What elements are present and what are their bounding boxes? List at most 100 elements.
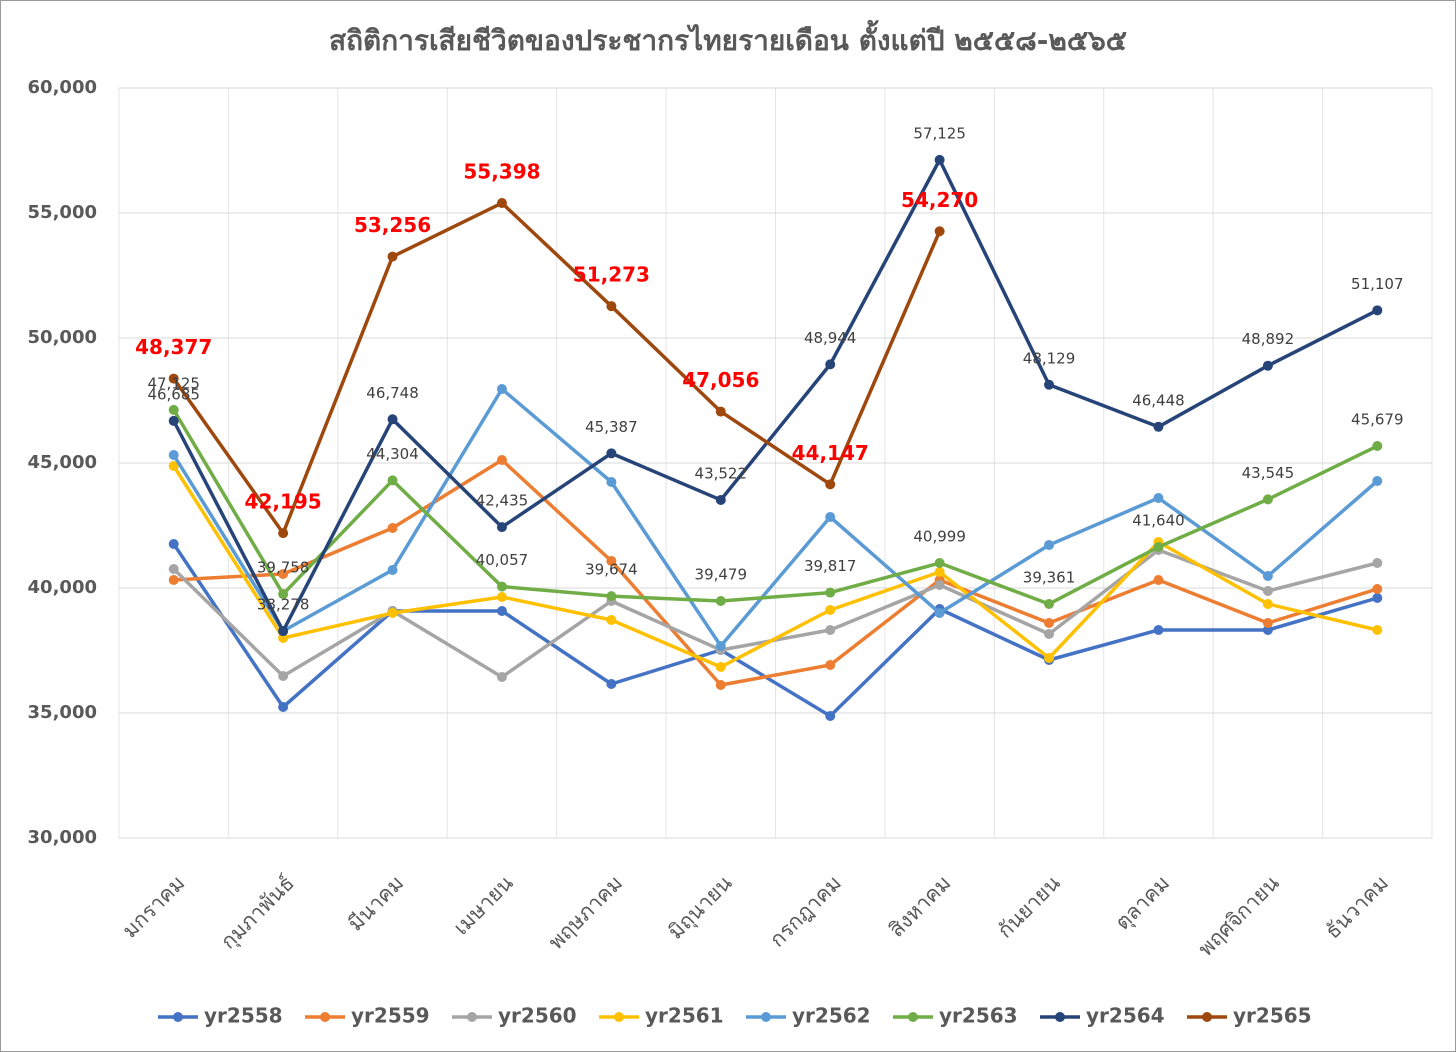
data-point <box>1262 618 1273 628</box>
legend-label: yr2560 <box>498 1004 577 1028</box>
data-point <box>496 522 507 533</box>
data-point <box>387 523 398 533</box>
legend-label: yr2562 <box>792 1004 871 1028</box>
data-point <box>168 575 179 585</box>
data-point <box>278 626 289 637</box>
data-point <box>496 592 507 602</box>
data-label: 39,674 <box>585 561 638 579</box>
series-line <box>172 543 1378 718</box>
data-point <box>496 606 507 616</box>
data-point <box>1262 571 1273 581</box>
data-point <box>715 406 726 417</box>
data-point <box>715 641 726 651</box>
data-point <box>168 415 179 426</box>
data-point <box>715 494 726 505</box>
data-point <box>1372 593 1383 603</box>
legend-dot <box>908 1012 918 1022</box>
data-point <box>1262 625 1273 635</box>
data-point <box>934 226 945 237</box>
data-label: 38,278 <box>257 596 310 614</box>
data-label: 46,685 <box>147 385 200 403</box>
data-point <box>1262 360 1273 371</box>
data-point <box>168 539 179 549</box>
data-point <box>1372 476 1383 486</box>
data-label: 44,304 <box>366 445 419 463</box>
data-point <box>825 479 836 490</box>
data-label: 44,147 <box>792 441 869 465</box>
data-label: 45,679 <box>1351 411 1404 429</box>
data-point <box>1262 586 1273 596</box>
data-label: 43,522 <box>695 464 748 482</box>
data-point <box>1153 421 1164 432</box>
data-point <box>934 608 945 618</box>
data-label: 40,999 <box>913 528 966 546</box>
legend-dot <box>1055 1012 1065 1022</box>
legend-dot <box>320 1012 330 1022</box>
legend-dot <box>614 1012 624 1022</box>
y-tick-label: 45,000 <box>28 452 97 473</box>
data-point <box>606 679 617 689</box>
data-label: 42,435 <box>476 492 529 510</box>
data-point <box>934 154 945 165</box>
data-point <box>387 251 398 262</box>
legend-dot <box>761 1012 771 1022</box>
y-tick-label: 55,000 <box>28 202 97 223</box>
data-point <box>1044 540 1055 550</box>
data-point <box>825 625 836 635</box>
y-tick-label: 30,000 <box>28 827 97 848</box>
data-label: 54,270 <box>901 188 978 212</box>
data-point <box>1372 441 1383 452</box>
legend-label: yr2558 <box>204 1004 283 1028</box>
legend-label: yr2565 <box>1233 1004 1312 1028</box>
series-line <box>172 158 1379 633</box>
data-point <box>1044 598 1055 609</box>
data-label: 47,125 <box>147 374 200 392</box>
series-line <box>173 458 1378 687</box>
data-point <box>1153 542 1164 552</box>
y-tick-label: 40,000 <box>28 577 97 598</box>
data-label: 51,107 <box>1351 275 1404 293</box>
data-point <box>168 450 179 460</box>
data-point <box>1372 305 1383 316</box>
data-label: 47,056 <box>682 368 759 392</box>
data-point <box>934 580 945 590</box>
data-point <box>1044 379 1055 390</box>
data-point <box>387 414 398 425</box>
data-point <box>387 608 398 618</box>
data-label: 39,479 <box>695 566 748 584</box>
data-label: 39,817 <box>804 557 857 575</box>
data-point <box>934 558 945 569</box>
data-point <box>1372 558 1383 568</box>
data-point <box>168 564 179 574</box>
y-tick-label: 50,000 <box>28 327 97 348</box>
data-point <box>278 569 289 579</box>
data-point <box>387 475 398 486</box>
data-point <box>496 581 507 592</box>
data-point <box>496 455 507 465</box>
data-point <box>278 528 289 539</box>
data-point <box>278 702 289 712</box>
data-point <box>606 448 617 459</box>
data-label: 48,129 <box>1023 349 1076 367</box>
data-label: 48,892 <box>1242 330 1295 348</box>
data-label: 46,448 <box>1132 391 1185 409</box>
data-point <box>1153 625 1164 635</box>
data-point <box>715 662 726 672</box>
data-label: 41,640 <box>1132 512 1185 530</box>
data-point <box>168 461 179 471</box>
data-point <box>825 711 836 721</box>
data-point <box>496 672 507 682</box>
data-label: 48,944 <box>804 329 857 347</box>
legend-label: yr2563 <box>939 1004 1018 1028</box>
data-point <box>825 605 836 615</box>
data-label: 42,195 <box>245 490 322 514</box>
data-point <box>1044 618 1055 628</box>
data-point <box>496 384 507 394</box>
legend-label: yr2561 <box>645 1004 724 1028</box>
data-point <box>278 589 289 600</box>
legend-dot <box>467 1012 477 1022</box>
data-label: 40,057 <box>476 551 529 569</box>
data-point <box>387 565 398 575</box>
data-label: 48,377 <box>135 335 212 359</box>
